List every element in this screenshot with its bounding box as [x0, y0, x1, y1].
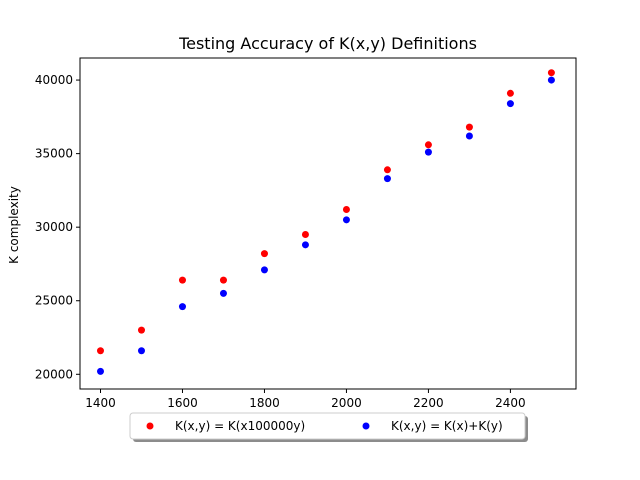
data-point-series-2	[424, 148, 432, 156]
x-tick-label: 2200	[413, 396, 444, 410]
legend-label-series-2: K(x,y) = K(x)+K(y)	[391, 419, 503, 433]
data-point-series-1	[383, 166, 391, 174]
y-tick-label: 35000	[35, 147, 73, 161]
data-point-series-1	[465, 123, 473, 131]
x-tick-label: 2400	[495, 396, 526, 410]
data-point-series-2	[260, 266, 268, 274]
data-point-series-1	[96, 347, 104, 355]
data-point-series-1	[424, 141, 432, 149]
y-tick-label: 20000	[35, 367, 73, 381]
legend-marker-series-1	[146, 422, 154, 430]
data-point-series-1	[260, 250, 268, 258]
data-point-series-1	[219, 276, 227, 284]
data-point-series-2	[137, 347, 145, 355]
x-tick-label: 1400	[85, 396, 116, 410]
x-tick-label: 1600	[167, 396, 198, 410]
points-layer	[96, 69, 555, 375]
data-point-series-1	[547, 69, 555, 77]
legend-marker-series-2	[362, 422, 370, 430]
x-tick-label: 1800	[249, 396, 280, 410]
data-point-series-1	[301, 231, 309, 239]
data-point-series-1	[506, 89, 514, 97]
data-point-series-2	[342, 216, 350, 224]
legend-box	[129, 412, 526, 440]
ticks-layer: 1400 1600 1800 2000 2200 2400 20000 25000 30000 3…	[35, 73, 526, 410]
legend: K(x,y) = K(x100000y) K(x,y) = K(x)+K(y)	[129, 412, 528, 442]
data-point-series-1	[342, 206, 350, 214]
data-point-series-2	[465, 132, 473, 140]
y-tick-label: 30000	[35, 220, 73, 234]
chart-title: Testing Accuracy of K(x,y) Definitions	[178, 34, 477, 53]
data-point-series-1	[137, 326, 145, 334]
data-point-series-2	[219, 289, 227, 297]
data-point-series-2	[383, 175, 391, 183]
y-tick-label: 40000	[35, 73, 73, 87]
x-tick-label: 2000	[331, 396, 362, 410]
data-point-series-2	[178, 303, 186, 311]
data-point-series-2	[301, 241, 309, 249]
data-point-series-2	[547, 76, 555, 84]
plot-frame	[79, 57, 577, 390]
data-point-series-1	[178, 276, 186, 284]
data-point-series-2	[506, 100, 514, 108]
y-axis-label: K complexity	[7, 186, 21, 264]
legend-label-series-1: K(x,y) = K(x100000y)	[175, 419, 305, 433]
y-tick-label: 25000	[35, 294, 73, 308]
data-point-series-2	[96, 367, 104, 375]
